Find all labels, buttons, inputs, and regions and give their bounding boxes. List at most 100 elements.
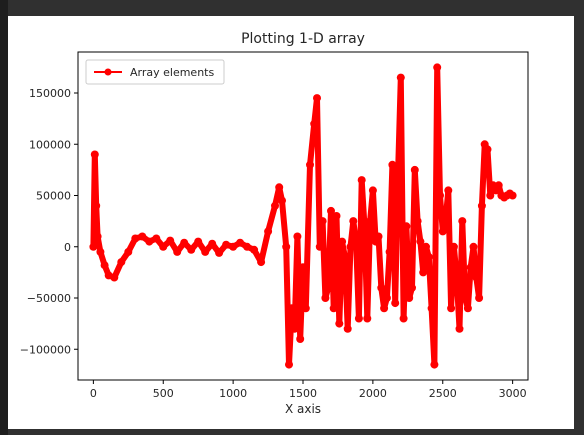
data-point	[327, 206, 335, 215]
data-point	[131, 234, 140, 243]
data-point	[377, 283, 386, 292]
data-point	[408, 283, 416, 292]
x-tick-label: 500	[153, 387, 174, 400]
data-point	[399, 314, 408, 323]
x-tick-label: 3000	[499, 387, 527, 400]
data-point	[419, 268, 428, 277]
data-point	[159, 242, 168, 251]
legend-entry-array-elements: Array elements	[130, 66, 214, 79]
data-point	[391, 299, 400, 308]
y-tick-label: −100000	[20, 343, 71, 356]
x-tick-label: 2000	[359, 387, 387, 400]
data-point	[201, 247, 210, 256]
data-point	[363, 314, 372, 323]
data-point	[475, 294, 484, 302]
y-tick-label: 50000	[36, 190, 71, 203]
x-axis-ticks: 0 500 1000 1500 2000 2500 3000	[90, 380, 527, 400]
data-point	[117, 258, 126, 267]
data-point	[285, 360, 293, 369]
data-point	[299, 263, 307, 272]
data-point	[282, 242, 291, 251]
data-point	[92, 201, 101, 210]
data-point	[388, 160, 397, 169]
data-point	[438, 227, 447, 236]
data-point	[264, 227, 273, 236]
data-point	[335, 319, 344, 328]
data-point	[354, 314, 363, 323]
data-point	[293, 232, 302, 241]
data-point	[466, 263, 475, 272]
data-point	[215, 248, 224, 257]
data-point	[382, 294, 391, 302]
data-point	[194, 237, 203, 246]
data-point	[243, 242, 252, 251]
data-point	[396, 73, 405, 82]
data-point	[208, 239, 217, 248]
data-point	[338, 237, 347, 246]
data-point	[187, 245, 196, 254]
data-point	[494, 181, 503, 190]
window-edge	[0, 0, 8, 435]
data-point	[402, 222, 411, 231]
data-point	[413, 217, 422, 226]
data-point	[145, 237, 154, 246]
data-point	[368, 186, 377, 195]
data-point	[310, 119, 319, 128]
y-tick-label: 0	[64, 241, 71, 254]
data-point	[380, 304, 389, 313]
data-point	[236, 238, 245, 247]
data-point	[152, 234, 161, 243]
data-point	[455, 324, 464, 333]
line-chart: 0 500 1000 1500 2000 2500 3000 −100000 −50000 0 5…	[20, 31, 529, 416]
data-point	[275, 183, 284, 192]
data-point	[352, 237, 361, 246]
data-point	[463, 304, 472, 313]
data-point	[416, 237, 425, 246]
data-point	[405, 294, 414, 302]
data-point	[430, 360, 439, 369]
data-point	[96, 247, 105, 256]
x-tick-label: 1500	[289, 387, 317, 400]
data-point	[324, 283, 333, 292]
data-point	[343, 324, 352, 333]
axes-frame	[77, 51, 529, 381]
data-point	[374, 232, 383, 241]
data-point	[222, 240, 231, 249]
data-point	[138, 232, 147, 241]
x-tick-label: 1000	[219, 387, 247, 400]
chart-title: Plotting 1-D array	[241, 31, 365, 47]
data-point	[469, 242, 478, 251]
data-point	[444, 186, 453, 195]
data-point	[89, 242, 98, 251]
data-point	[313, 94, 321, 103]
data-point	[166, 236, 175, 245]
data-point	[180, 238, 189, 247]
data-point	[278, 196, 286, 205]
data-point	[508, 191, 517, 200]
data-point	[360, 222, 369, 231]
y-axis-ticks: −100000 −50000 0 50000 100000 150000	[20, 87, 78, 356]
data-point	[287, 304, 296, 313]
data-point	[483, 145, 492, 154]
data-point	[110, 273, 119, 282]
data-point	[318, 217, 327, 226]
data-point	[173, 247, 182, 256]
data-point	[340, 253, 349, 261]
data-point	[290, 324, 299, 333]
data-point	[349, 217, 358, 226]
series-line-array-elements	[90, 64, 515, 368]
data-point	[410, 165, 419, 174]
data-point	[433, 63, 442, 72]
legend-marker-swatch	[104, 68, 112, 76]
data-point	[461, 294, 470, 302]
data-point	[301, 304, 310, 313]
data-point	[449, 242, 458, 251]
data-point	[321, 294, 330, 302]
data-point	[271, 201, 279, 210]
x-axis-label: X axis	[285, 402, 321, 416]
data-point	[250, 245, 259, 254]
data-point	[100, 261, 109, 270]
data-point	[306, 160, 314, 169]
x-tick-label: 0	[90, 387, 97, 400]
